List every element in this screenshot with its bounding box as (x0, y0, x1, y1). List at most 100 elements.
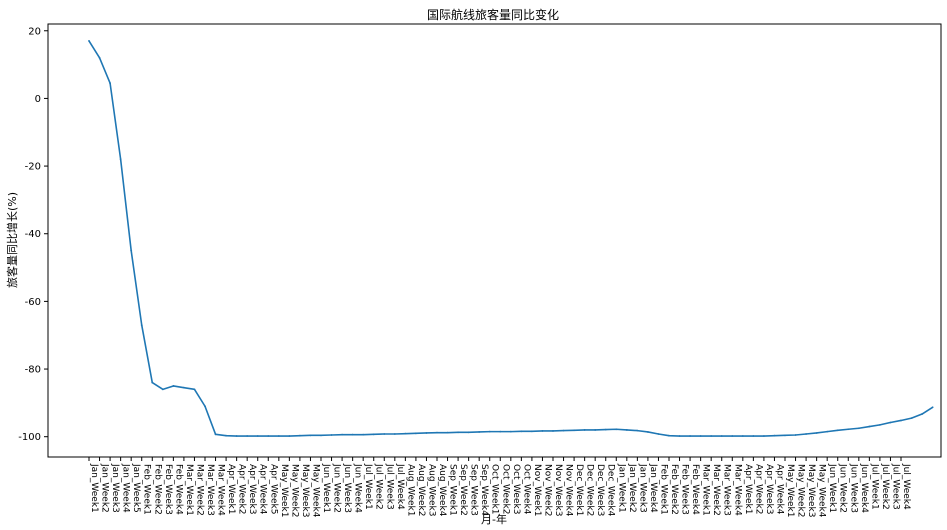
x-tick-label: Feb_Week4 (690, 464, 700, 515)
data-point (594, 429, 597, 431)
x-tick-label: Apr_Week3 (764, 464, 774, 514)
x-tick-label: Aug_Week1 (405, 464, 415, 516)
x-tick-label: Mar_Week1 (701, 464, 711, 516)
data-point (921, 413, 923, 415)
x-tick-label: Jan_Week4 (648, 463, 658, 513)
data-point (657, 433, 660, 435)
data-point (98, 56, 101, 59)
x-tick-label: May_Week1 (785, 464, 795, 518)
data-point (235, 435, 238, 437)
data-point (699, 435, 702, 437)
y-axis-label: 旅客量同比增长(%) (5, 192, 19, 288)
data-point (425, 432, 428, 434)
x-tick-label: Apr_Week4 (774, 464, 784, 515)
x-tick-label: Oct_Week2 (500, 464, 510, 514)
data-point (879, 423, 881, 426)
x-tick-label: Feb_Week3 (163, 464, 173, 515)
data-point (868, 425, 871, 428)
x-tick-label: Nov_Week3 (553, 464, 563, 516)
data-point (720, 435, 723, 437)
data-point (741, 435, 744, 437)
x-axis: Jan_Week1 Jan_Week2 Jan_Week3 Jan_Week4 Jan_… (88, 457, 911, 518)
x-tick-label: Sep_Week1 (448, 464, 458, 516)
data-point (193, 388, 196, 391)
x-tick-label: Apr_Week2 (237, 464, 247, 514)
data-point (615, 428, 618, 431)
x-tick-label: Mar_Week3 (722, 464, 732, 516)
x-tick-label: Jan_Week3 (110, 463, 120, 513)
data-point (900, 419, 902, 422)
data-point (509, 430, 512, 433)
x-tick-label: Aug_Week2 (416, 464, 426, 516)
x-tick-label: Feb_Week1 (658, 464, 668, 515)
data-point (710, 435, 713, 437)
data-point (88, 40, 90, 42)
x-tick-label: Dec_Week1 (574, 464, 584, 516)
data-point (647, 431, 649, 433)
y-tick-label: 0 (35, 94, 41, 105)
x-tick-label: Jan_Week4 (121, 463, 131, 513)
data-point (889, 421, 892, 424)
x-tick-label: Oct_Week4 (521, 464, 531, 515)
x-tick-label: Apr_Week1 (226, 464, 236, 514)
x-tick-label: Jan_Week3 (637, 463, 647, 513)
data-point (309, 434, 312, 437)
x-tick-label: Jul_Week1 (363, 463, 373, 510)
data-point (731, 435, 734, 437)
data-point (151, 381, 154, 384)
x-tick-label: Nov_Week2 (542, 464, 552, 516)
data-point (351, 433, 354, 436)
data-point (752, 435, 755, 437)
data-point (583, 429, 586, 431)
x-tick-label: Jun_Week3 (342, 463, 352, 513)
x-tick-label: May_Week2 (289, 464, 299, 518)
x-tick-label: Apr_Week5 (268, 464, 278, 514)
data-point (562, 429, 565, 432)
x-tick-label: Mar_Week1 (184, 464, 194, 516)
x-tick-label: Sep_Week2 (458, 464, 468, 516)
x-tick-label: Mar_Week4 (732, 464, 742, 516)
x-tick-label: Jun_Week4 (859, 463, 869, 513)
data-point (805, 433, 807, 435)
x-tick-label: Nov_Week1 (532, 464, 542, 516)
data-point (130, 249, 133, 252)
data-point (763, 435, 765, 437)
plot-frame (47, 23, 942, 458)
series-layer (88, 40, 934, 437)
x-tick-label: Mar_Week3 (205, 464, 215, 516)
data-point (910, 417, 913, 419)
x-tick-label: Oct_Week3 (511, 464, 521, 514)
x-tick-label: Sep_Week4 (479, 464, 489, 516)
data-point (383, 433, 386, 435)
data-point (362, 433, 365, 436)
data-point (478, 431, 481, 433)
data-point (172, 385, 175, 387)
data-point (436, 431, 438, 434)
x-tick-label: May_Week3 (300, 464, 310, 518)
data-point (689, 435, 691, 437)
data-point (488, 430, 491, 433)
x-tick-label: Aug_Week4 (437, 464, 447, 517)
x-tick-label: May_Week2 (796, 464, 806, 518)
data-point (794, 434, 797, 436)
x-tick-label: Apr_Week3 (247, 464, 257, 514)
x-tick-label: May_Week4 (817, 464, 827, 518)
data-point (140, 324, 143, 326)
y-axis: 20 0 -20 -40 -60 -80 -100 (18, 26, 48, 443)
x-axis-label: 月-年 (481, 512, 507, 526)
data-point (520, 430, 523, 433)
data-point (299, 434, 301, 437)
data-point (214, 433, 217, 436)
data-point (678, 435, 681, 437)
data-point (277, 435, 280, 437)
data-point (109, 82, 111, 85)
chart-title: 国际航线旅客量同比变化 (427, 7, 559, 22)
data-point (604, 428, 607, 431)
x-tick-label: Jan_Week2 (627, 463, 637, 513)
data-point (267, 435, 270, 437)
data-point (784, 434, 786, 437)
data-point (931, 406, 934, 409)
data-point (857, 427, 860, 430)
data-point (836, 429, 839, 432)
x-tick-label: Feb_Week1 (142, 464, 152, 515)
